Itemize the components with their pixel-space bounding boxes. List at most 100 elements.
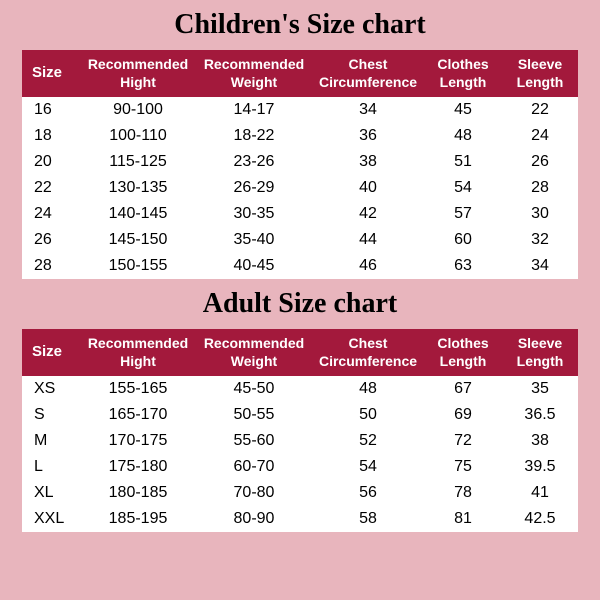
cell: 22 <box>502 97 578 123</box>
table-row: XXL185-19580-90588142.5 <box>22 506 578 532</box>
cell: 170-175 <box>80 428 196 454</box>
table-row: 28150-15540-45466334 <box>22 253 578 279</box>
cell: 23-26 <box>196 149 312 175</box>
adult-tbody: XS155-16545-50486735S165-17050-55506936.… <box>22 376 578 532</box>
cell: 30-35 <box>196 201 312 227</box>
adult-title: Adult Size chart <box>22 279 578 329</box>
table-row: 24140-14530-35425730 <box>22 201 578 227</box>
cell: 45 <box>424 97 502 123</box>
col-size: Size <box>22 50 80 97</box>
cell: 72 <box>424 428 502 454</box>
cell: 35 <box>502 376 578 402</box>
cell: 32 <box>502 227 578 253</box>
cell: L <box>22 454 80 480</box>
cell: 16 <box>22 97 80 123</box>
cell: 185-195 <box>80 506 196 532</box>
cell: 18 <box>22 123 80 149</box>
table-row: 18100-11018-22364824 <box>22 123 578 149</box>
cell: S <box>22 402 80 428</box>
cell: 50-55 <box>196 402 312 428</box>
cell: 78 <box>424 480 502 506</box>
col-clen: Clothes Length <box>424 329 502 376</box>
cell: 81 <box>424 506 502 532</box>
table-row: 26145-15035-40446032 <box>22 227 578 253</box>
col-chest: Chest Circumference <box>312 50 424 97</box>
children-thead: Size Recommended Hight Recommended Weigh… <box>22 50 578 97</box>
children-title: Children's Size chart <box>22 0 578 50</box>
cell: 57 <box>424 201 502 227</box>
cell: 22 <box>22 175 80 201</box>
cell: 40 <box>312 175 424 201</box>
cell: 54 <box>312 454 424 480</box>
table-row: S165-17050-55506936.5 <box>22 402 578 428</box>
cell: 44 <box>312 227 424 253</box>
cell: 115-125 <box>80 149 196 175</box>
col-size: Size <box>22 329 80 376</box>
cell: 48 <box>312 376 424 402</box>
cell: 150-155 <box>80 253 196 279</box>
cell: 70-80 <box>196 480 312 506</box>
adult-table: Size Recommended Hight Recommended Weigh… <box>22 329 578 532</box>
table-row: 1690-10014-17344522 <box>22 97 578 123</box>
col-height: Recommended Hight <box>80 50 196 97</box>
table-row: 22130-13526-29405428 <box>22 175 578 201</box>
cell: 38 <box>312 149 424 175</box>
cell: 63 <box>424 253 502 279</box>
cell: 14-17 <box>196 97 312 123</box>
cell: 42.5 <box>502 506 578 532</box>
children-table: Size Recommended Hight Recommended Weigh… <box>22 50 578 279</box>
cell: 90-100 <box>80 97 196 123</box>
cell: 80-90 <box>196 506 312 532</box>
cell: 39.5 <box>502 454 578 480</box>
children-tbody: 1690-10014-1734452218100-11018-223648242… <box>22 97 578 279</box>
cell: 28 <box>22 253 80 279</box>
cell: 40-45 <box>196 253 312 279</box>
cell: 130-135 <box>80 175 196 201</box>
cell: 18-22 <box>196 123 312 149</box>
cell: 34 <box>502 253 578 279</box>
cell: 24 <box>502 123 578 149</box>
cell: 56 <box>312 480 424 506</box>
col-weight: Recommended Weight <box>196 329 312 376</box>
cell: 155-165 <box>80 376 196 402</box>
cell: 55-60 <box>196 428 312 454</box>
cell: 140-145 <box>80 201 196 227</box>
cell: 58 <box>312 506 424 532</box>
cell: 48 <box>424 123 502 149</box>
cell: 54 <box>424 175 502 201</box>
col-sleeve: Sleeve Length <box>502 50 578 97</box>
cell: 42 <box>312 201 424 227</box>
cell: M <box>22 428 80 454</box>
cell: 100-110 <box>80 123 196 149</box>
table-row: 20115-12523-26385126 <box>22 149 578 175</box>
cell: 180-185 <box>80 480 196 506</box>
table-row: XS155-16545-50486735 <box>22 376 578 402</box>
cell: 26 <box>22 227 80 253</box>
cell: 50 <box>312 402 424 428</box>
cell: 175-180 <box>80 454 196 480</box>
cell: 35-40 <box>196 227 312 253</box>
cell: XL <box>22 480 80 506</box>
cell: 36 <box>312 123 424 149</box>
col-clen: Clothes Length <box>424 50 502 97</box>
col-chest: Chest Circumference <box>312 329 424 376</box>
col-sleeve: Sleeve Length <box>502 329 578 376</box>
cell: 30 <box>502 201 578 227</box>
cell: 28 <box>502 175 578 201</box>
table-row: M170-17555-60527238 <box>22 428 578 454</box>
cell: 20 <box>22 149 80 175</box>
cell: 52 <box>312 428 424 454</box>
cell: 34 <box>312 97 424 123</box>
cell: 45-50 <box>196 376 312 402</box>
cell: 60-70 <box>196 454 312 480</box>
cell: 24 <box>22 201 80 227</box>
size-charts: Children's Size chart Size Recommended H… <box>22 0 578 532</box>
cell: 69 <box>424 402 502 428</box>
col-height: Recommended Hight <box>80 329 196 376</box>
table-row: XL180-18570-80567841 <box>22 480 578 506</box>
cell: 26-29 <box>196 175 312 201</box>
cell: XXL <box>22 506 80 532</box>
table-row: L175-18060-70547539.5 <box>22 454 578 480</box>
cell: 67 <box>424 376 502 402</box>
cell: 41 <box>502 480 578 506</box>
